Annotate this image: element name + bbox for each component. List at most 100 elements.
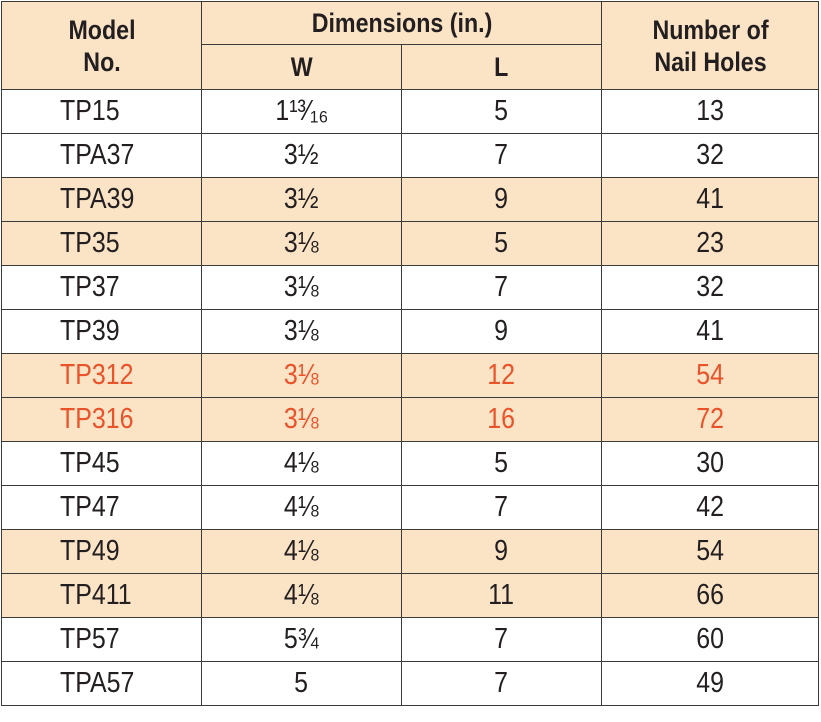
width-cell-value: 3⅛ bbox=[284, 271, 319, 303]
width-cell: 4⅛ bbox=[201, 485, 402, 530]
width-cell-value: 5 bbox=[294, 667, 309, 699]
length-cell: 5 bbox=[400, 441, 603, 486]
model-no-cell-value: TP39 bbox=[60, 315, 120, 347]
model-no-cell: TP39 bbox=[1, 309, 202, 354]
model-no-cell: TPA37 bbox=[1, 133, 202, 178]
table-row: TP45 4⅛ 5 30 bbox=[1, 441, 820, 486]
length-cell-value: 9 bbox=[494, 315, 509, 347]
length-cell: 9 bbox=[400, 309, 603, 354]
width-cell: 4⅛ bbox=[201, 441, 402, 486]
nail-holes-cell: 54 bbox=[601, 353, 820, 398]
model-no-cell: TP316 bbox=[1, 397, 202, 442]
table-row: TP15 1¹³⁄₁₆ 5 13 bbox=[1, 89, 820, 134]
width-cell-value: 5¾ bbox=[284, 623, 319, 655]
model-no-cell: TP47 bbox=[1, 485, 202, 530]
nail-holes-cell-value: 32 bbox=[696, 271, 724, 303]
length-cell-value: 7 bbox=[494, 271, 509, 303]
length-cell-value: 5 bbox=[494, 227, 509, 259]
model-no-cell-value: TP49 bbox=[60, 535, 120, 567]
table-row: TPA57 5 7 49 bbox=[1, 661, 820, 706]
length-cell: 7 bbox=[400, 661, 603, 706]
model-no-cell: TP49 bbox=[1, 529, 202, 574]
length-header: L bbox=[400, 44, 603, 90]
nail-holes-cell-value: 66 bbox=[696, 579, 724, 611]
length-cell: 5 bbox=[400, 221, 603, 266]
nail-holes-cell-value: 60 bbox=[696, 623, 724, 655]
nail-holes-cell: 42 bbox=[601, 485, 820, 530]
table-body: TP15 1¹³⁄₁₆ 5 13 TPA37 3½ 7 32 TPA39 3½ 9 41 TP35 3⅛ 5… bbox=[1, 89, 820, 706]
length-cell-value: 7 bbox=[494, 139, 509, 171]
width-cell-value: 4⅛ bbox=[284, 579, 319, 611]
length-cell: 5 bbox=[400, 89, 603, 134]
nail-holes-cell-value: 23 bbox=[696, 227, 724, 259]
nail-holes-cell: 23 bbox=[601, 221, 820, 266]
width-header-label: W bbox=[290, 52, 313, 82]
table-row: TPA39 3½ 9 41 bbox=[1, 177, 820, 222]
length-cell-value: 5 bbox=[494, 95, 509, 127]
nail-holes-cell: 72 bbox=[601, 397, 820, 442]
table-row: TP39 3⅛ 9 41 bbox=[1, 309, 820, 354]
nail-holes-cell: 32 bbox=[601, 133, 820, 178]
width-cell-value: 4⅛ bbox=[284, 535, 319, 567]
nail-holes-cell: 54 bbox=[601, 529, 820, 574]
nail-holes-header-label: Number of Nail Holes bbox=[651, 14, 769, 77]
length-cell-value: 7 bbox=[494, 667, 509, 699]
width-cell-value: 3½ bbox=[284, 183, 319, 215]
nail-holes-cell-value: 49 bbox=[696, 667, 724, 699]
width-header: W bbox=[201, 44, 402, 90]
model-no-cell: TP312 bbox=[1, 353, 202, 398]
model-no-cell-value: TP312 bbox=[60, 359, 134, 391]
nail-holes-header: Number of Nail Holes bbox=[601, 1, 820, 90]
nail-holes-cell-value: 54 bbox=[696, 535, 724, 567]
width-cell-value: 3½ bbox=[284, 139, 319, 171]
dimensions-header-label: Dimensions (in.) bbox=[311, 8, 492, 38]
width-cell-value: 3⅛ bbox=[284, 403, 319, 435]
width-cell: 1¹³⁄₁₆ bbox=[201, 89, 402, 134]
width-cell-value: 4⅛ bbox=[284, 447, 319, 479]
nail-holes-cell-value: 41 bbox=[696, 315, 724, 347]
width-cell: 3⅛ bbox=[201, 309, 402, 354]
model-no-cell: TP411 bbox=[1, 573, 202, 618]
nail-holes-cell-value: 32 bbox=[696, 139, 724, 171]
model-no-cell-value: TP45 bbox=[60, 447, 120, 479]
nail-holes-cell-value: 42 bbox=[696, 491, 724, 523]
model-no-cell-value: TP37 bbox=[60, 271, 120, 303]
width-cell: 3⅛ bbox=[201, 265, 402, 310]
length-cell-value: 7 bbox=[494, 491, 509, 523]
length-cell: 9 bbox=[400, 177, 603, 222]
length-cell: 7 bbox=[400, 265, 603, 310]
model-no-cell-value: TP35 bbox=[60, 227, 120, 259]
dimensions-header: Dimensions (in.) bbox=[200, 1, 603, 45]
model-no-cell-value: TP411 bbox=[60, 579, 132, 611]
length-cell: 7 bbox=[400, 485, 603, 530]
width-cell: 3⅛ bbox=[201, 397, 402, 442]
nail-holes-cell: 60 bbox=[601, 617, 820, 662]
length-header-label: L bbox=[494, 52, 509, 82]
width-cell: 4⅛ bbox=[201, 529, 402, 574]
width-cell-value: 4⅛ bbox=[284, 491, 319, 523]
length-cell: 7 bbox=[400, 617, 603, 662]
length-cell: 9 bbox=[400, 529, 603, 574]
nail-holes-cell-value: 54 bbox=[696, 359, 724, 391]
nail-holes-cell: 49 bbox=[601, 661, 820, 706]
model-no-cell-value: TPA37 bbox=[60, 139, 135, 171]
length-cell-value: 5 bbox=[494, 447, 509, 479]
model-no-cell-value: TPA39 bbox=[60, 183, 135, 215]
width-cell: 3½ bbox=[201, 133, 402, 178]
model-no-cell: TPA57 bbox=[1, 661, 202, 706]
tie-plate-spec-table: Model No. Dimensions (in.) Number of Nai… bbox=[1, 1, 820, 706]
width-cell: 5¾ bbox=[201, 617, 402, 662]
nail-holes-cell-value: 13 bbox=[696, 95, 724, 127]
table-row: TP37 3⅛ 7 32 bbox=[1, 265, 820, 310]
nail-holes-cell: 41 bbox=[601, 177, 820, 222]
model-no-header-label: Model No. bbox=[67, 14, 136, 77]
width-cell-value: 3⅛ bbox=[284, 227, 319, 259]
nail-holes-cell-value: 72 bbox=[696, 403, 724, 435]
model-no-cell: TP45 bbox=[1, 441, 202, 486]
width-cell-value: 1¹³⁄₁₆ bbox=[274, 95, 329, 127]
model-no-cell-value: TP316 bbox=[60, 403, 134, 435]
table-row: TP316 3⅛ 16 72 bbox=[1, 397, 820, 442]
width-cell: 3⅛ bbox=[201, 353, 402, 398]
table-row: TP411 4⅛ 11 66 bbox=[1, 573, 820, 618]
table-row: TPA37 3½ 7 32 bbox=[1, 133, 820, 178]
